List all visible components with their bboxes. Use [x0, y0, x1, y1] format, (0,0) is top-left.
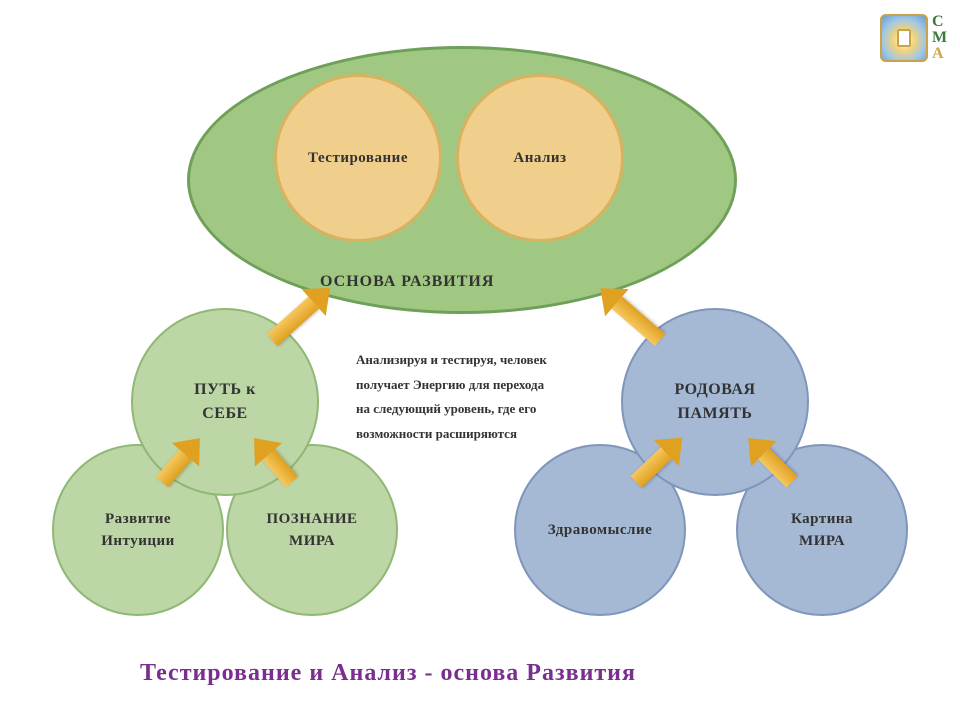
arrow-rodovaya-to-osnova	[600, 288, 660, 340]
left_cluster-path-to-self-label: ПУТЬ к СЕБЕ	[194, 378, 256, 426]
logo-letter-0: С	[932, 14, 947, 30]
description-text: Анализируя и тестируя, человек получает …	[356, 348, 616, 447]
bottom-title: Тестирование и Анализ - основа Развития	[140, 660, 636, 687]
right_cluster-rodovaya-label: РОДОВАЯ ПАМЯТЬ	[674, 378, 755, 426]
diagram-stage: ОСНОВА РАЗВИТИЯ Тестирование Анализ Развити…	[0, 0, 960, 720]
left_cluster-intuition-label: Развитие Интуиции	[101, 508, 175, 553]
logo-letter-2: А	[932, 46, 947, 62]
osnova-label: ОСНОВА РАЗВИТИЯ	[320, 273, 494, 291]
logo-icon	[880, 14, 928, 62]
top-circle-testing: Тестирование	[274, 74, 442, 242]
right_cluster-kartina-label: Картина МИРА	[791, 508, 853, 553]
logo-letters: СМА	[932, 14, 947, 62]
top-circle-analysis-label: Анализ	[513, 147, 566, 170]
right_cluster-zdravo-label: Здравомыслие	[548, 519, 653, 542]
top-circle-testing-label: Тестирование	[308, 147, 408, 170]
top-circle-analysis: Анализ	[456, 74, 624, 242]
left_cluster-poznanie-label: ПОЗНАНИЕ МИРА	[266, 508, 357, 553]
logo-letter-1: М	[932, 30, 947, 46]
arrow-path-to-osnova	[272, 288, 330, 340]
logo: СМА	[880, 14, 947, 62]
